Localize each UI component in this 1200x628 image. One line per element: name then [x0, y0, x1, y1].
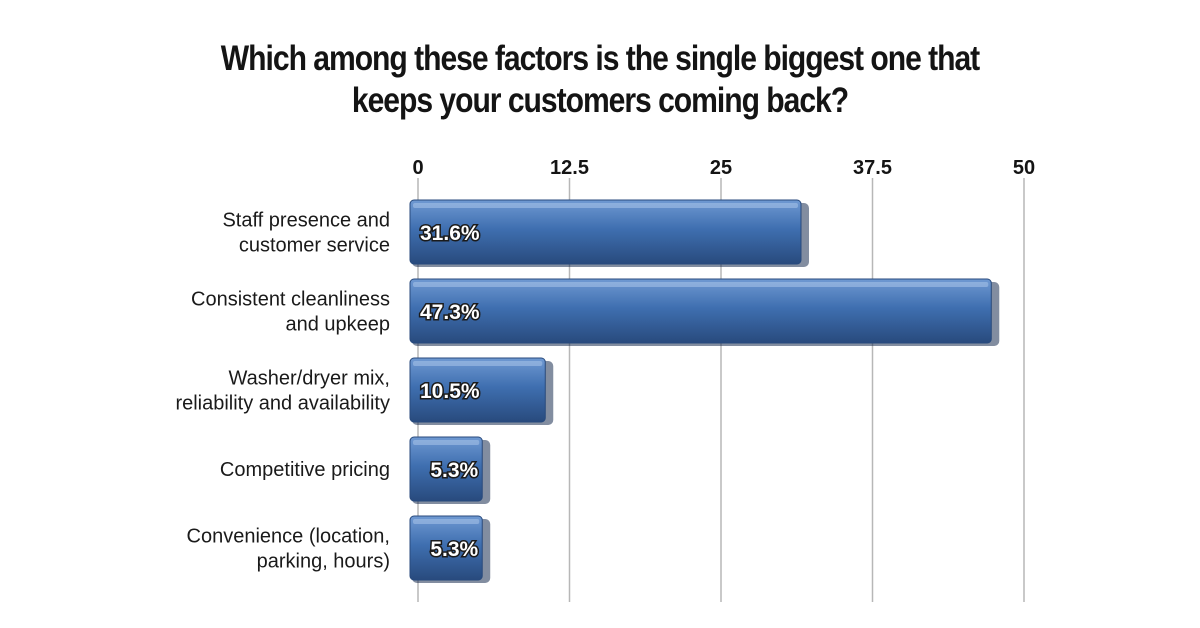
- category-label-line: Staff presence and: [222, 210, 390, 232]
- bar-data-label: 10.5%: [420, 380, 480, 403]
- bar-data-label: 5.3%: [430, 459, 478, 482]
- x-axis-ticks: 0 12.5 25 37.5 50: [412, 157, 1035, 179]
- bar-data-label: 47.3%: [420, 301, 480, 324]
- category-label-line: Competitive pricing: [220, 459, 390, 481]
- category-label-line: reliability and availability: [175, 393, 390, 415]
- bar: [409, 199, 802, 265]
- bar: [409, 278, 992, 344]
- bar-data-label: 31.6%: [420, 222, 480, 245]
- bar-group: 47.3%: [409, 278, 1000, 346]
- category-label: Washer/dryer mix, reliability and availab…: [175, 368, 390, 415]
- bar-group: 10.5%: [409, 357, 554, 425]
- x-tick-label: 50: [1013, 157, 1035, 179]
- bar-group: 31.6%: [409, 199, 809, 267]
- x-tick-label: 12.5: [550, 157, 589, 179]
- bar: [409, 515, 483, 581]
- x-tick-label: 25: [710, 157, 732, 179]
- bar-highlight: [413, 519, 480, 524]
- x-tick-label: 37.5: [853, 157, 892, 179]
- category-label: Competitive pricing: [220, 459, 390, 481]
- bar: [409, 357, 546, 423]
- chart-title-line-2: keeps your customers coming back?: [351, 81, 849, 120]
- category-label-line: customer service: [239, 235, 390, 257]
- bar-group: 5.3%: [409, 515, 491, 583]
- category-label: Convenience (location, parking, hours): [187, 526, 390, 573]
- category-label: Consistent cleanliness and upkeep: [191, 289, 390, 336]
- bar-highlight: [413, 361, 543, 366]
- bar-group: 5.3%: [409, 436, 491, 504]
- chart-title-line-1: Which among these factors is the single …: [220, 39, 980, 78]
- x-tick-label: 0: [412, 157, 423, 179]
- category-label: Staff presence and customer service: [222, 210, 390, 257]
- category-label-line: parking, hours): [257, 551, 390, 573]
- chart-title: Which among these factors is the single …: [84, 38, 1116, 122]
- category-label-line: Consistent cleanliness: [191, 289, 390, 311]
- bar: [409, 436, 483, 502]
- bar-highlight: [413, 203, 798, 208]
- category-label-line: and upkeep: [285, 314, 390, 336]
- category-labels: Staff presence and customer service Consis…: [175, 210, 390, 573]
- bar-data-label: 5.3%: [430, 538, 478, 561]
- bars: 31.6% 47.3% 10.5% 5.3% 5.3%: [409, 199, 1000, 583]
- category-label-line: Convenience (location,: [187, 526, 390, 548]
- category-label-line: Washer/dryer mix,: [228, 368, 390, 390]
- bar-highlight: [413, 282, 989, 287]
- bar-highlight: [413, 440, 480, 445]
